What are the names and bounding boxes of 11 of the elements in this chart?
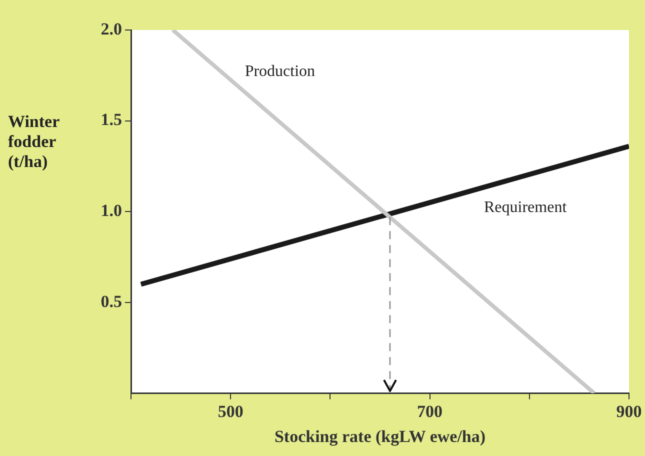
series-label: Production (244, 63, 316, 80)
y-tick-label: 2.0 (100, 19, 122, 38)
y-tick-label: 0.5 (100, 292, 122, 311)
x-tick-label: 900 (616, 402, 642, 421)
x-tick-label: 500 (218, 402, 244, 421)
series-label: Requirement (484, 199, 568, 216)
y-tick-label: 1.5 (100, 110, 122, 130)
x-tick-label: 700 (417, 402, 443, 421)
x-axis-title: Stocking rate (kgLW ewe/ha) (274, 427, 486, 446)
y-tick-label: 1.0 (100, 200, 122, 220)
y-axis-title: Winter fodder (t/ha) (8, 112, 60, 172)
